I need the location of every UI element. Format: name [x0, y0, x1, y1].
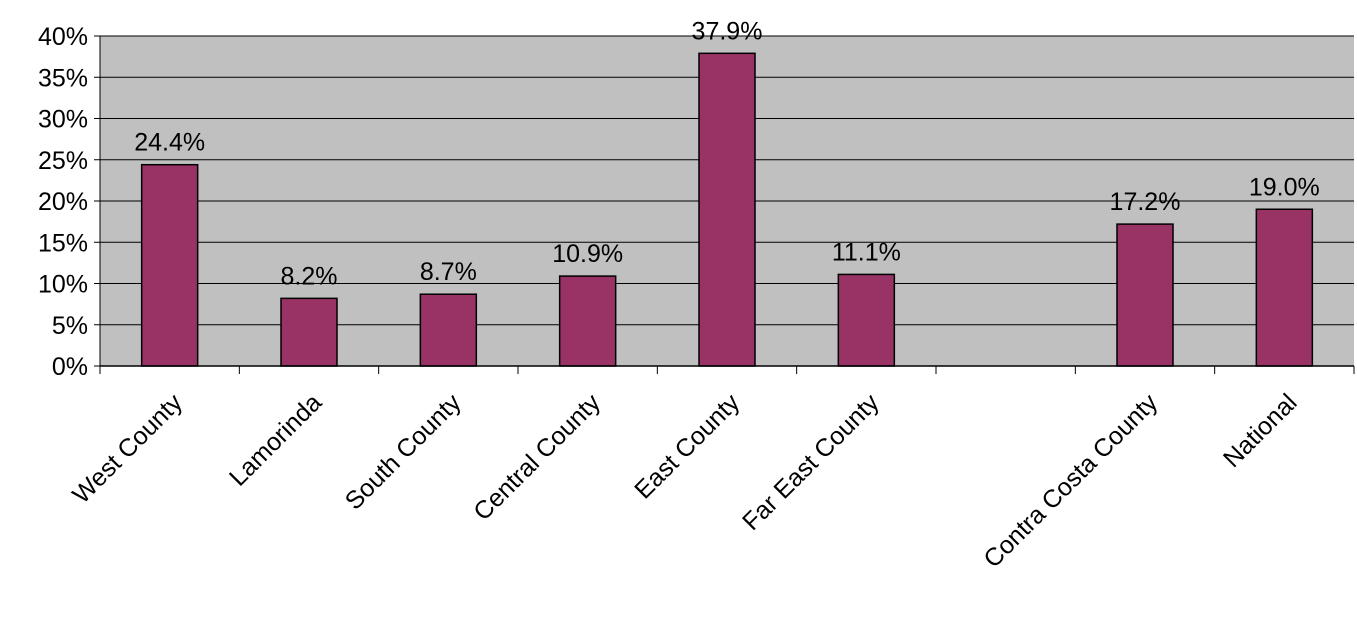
x-tick-label: South County — [340, 388, 467, 515]
x-axis — [99, 36, 1355, 374]
y-tick-label: 0% — [52, 353, 88, 381]
y-axis-tick-labels: 0% 5% 10% 15% 20% 25% 30% 35% 40% — [38, 23, 88, 381]
bars — [140, 52, 1314, 367]
bar — [419, 293, 478, 367]
data-label: 10.9% — [552, 240, 623, 268]
y-tick-label: 25% — [38, 147, 88, 175]
bar — [558, 275, 617, 367]
x-tick-label: Central County — [468, 388, 606, 526]
x-tick-label: National — [1218, 388, 1303, 473]
y-tick-label: 5% — [52, 312, 88, 340]
data-label: 17.2% — [1110, 188, 1181, 216]
bar — [837, 273, 896, 367]
y-tick-label: 40% — [38, 23, 88, 51]
bar — [280, 297, 338, 367]
x-tick-label: West County — [67, 388, 188, 509]
y-tick-label: 30% — [38, 106, 88, 134]
x-tick-label: East County — [629, 388, 745, 504]
y-tick-label: 15% — [38, 229, 88, 257]
x-tick-label: Lamorinda — [224, 388, 327, 491]
x-axis-category-labels: West County Lamorinda South County Central … — [67, 388, 1302, 573]
bar — [698, 52, 756, 367]
y-tick-label: 10% — [38, 271, 88, 299]
bar — [1255, 208, 1314, 367]
y-tick-label: 35% — [38, 64, 88, 92]
data-label: 8.7% — [420, 258, 477, 286]
data-label: 37.9% — [692, 17, 763, 45]
data-labels: 24.4% 8.2% 8.7% 10.9% 37.9% 11.1% 17.2% 19.0% — [134, 17, 1320, 290]
data-label: 24.4% — [134, 129, 205, 157]
y-tick-label: 20% — [38, 188, 88, 216]
bar — [1116, 223, 1174, 367]
bar — [140, 163, 199, 367]
data-label: 19.0% — [1249, 173, 1320, 201]
x-tick-label: Far East County — [737, 388, 885, 536]
data-label: 8.2% — [281, 262, 338, 290]
data-label: 11.1% — [832, 238, 901, 266]
x-tick-label: Contra Costa County — [978, 388, 1163, 573]
